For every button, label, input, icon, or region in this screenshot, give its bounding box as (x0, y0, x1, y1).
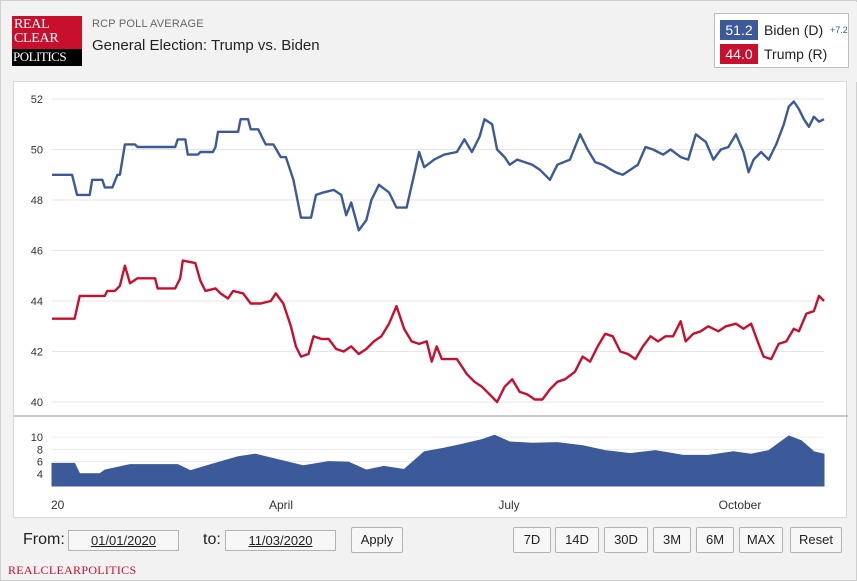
chart-title: General Election: Trump vs. Biden (92, 37, 320, 54)
range-max-button[interactable]: MAX (739, 527, 783, 553)
range-6m-button[interactable]: 6M (696, 527, 734, 553)
logo-bar (12, 49, 82, 66)
plot-area: 40 42 44 46 48 50 52 4 6 8 10 20 April July October (13, 81, 848, 518)
range-7d-button[interactable]: 7D (513, 527, 551, 553)
footer-brand: REALCLEARPOLITICS (8, 563, 137, 577)
series-line-biden (52, 100, 825, 232)
range-14d-button[interactable]: 14D (555, 527, 599, 553)
legend-spread: +7.2 (830, 25, 848, 35)
navigator-area (51, 434, 825, 487)
y-tick-label: 44 (31, 296, 43, 308)
y-tick-label: 52 (31, 94, 43, 106)
navigator-y-tick-label: 6 (37, 457, 43, 469)
date-range-controls: From: 01/01/2020 to: 11/03/2020 Apply 7D… (13, 522, 847, 558)
range-3m-button[interactable]: 3M (653, 527, 691, 553)
range-30d-button[interactable]: 30D (604, 527, 648, 553)
legend-name-trump: Trump (R) (764, 46, 828, 62)
from-label: From: (23, 531, 65, 548)
y-tick-label: 40 (31, 397, 43, 409)
y-tick-label: 50 (31, 145, 43, 157)
logo-word-3: POLITICS (13, 49, 67, 64)
reset-button[interactable]: Reset (790, 527, 842, 553)
navigator-y-tick-label: 8 (37, 444, 43, 456)
rcp-logo: REAL CLEAR POLITICS (12, 16, 82, 66)
legend-value-trump: 44.0 (720, 44, 758, 64)
series-line-trump (52, 259, 825, 404)
to-label: to: (203, 531, 221, 548)
apply-button[interactable]: Apply (351, 527, 403, 553)
legend-name-biden: Biden (D) (764, 22, 824, 38)
legend-item-trump[interactable]: 44.0 Trump (R) (720, 44, 848, 64)
y-tick-label: 46 (31, 246, 43, 258)
y-tick-label: 48 (31, 195, 43, 207)
from-date-input[interactable]: 01/01/2020 (68, 530, 179, 551)
logo-word-2: CLEAR (14, 31, 59, 46)
x-tick-label: October (719, 498, 762, 512)
navigator-y-tick-label: 10 (31, 432, 43, 444)
y-tick-label: 42 (31, 347, 43, 359)
x-tick-label: April (269, 498, 293, 512)
x-tick-label: July (498, 498, 519, 512)
navigator-y-tick-label: 4 (37, 469, 43, 481)
legend-value-biden: 51.2 (720, 20, 758, 40)
chart-legend: 51.2 Biden (D) +7.2 44.0 Trump (R) (714, 13, 849, 68)
x-tick-label: 20 (51, 498, 65, 512)
chart-header: REAL CLEAR POLITICS RCP POLL AVERAGE Gen… (2, 2, 857, 82)
legend-item-biden[interactable]: 51.2 Biden (D) +7.2 (720, 20, 848, 40)
logo-word-1: REAL (14, 17, 50, 32)
chart-kicker: RCP POLL AVERAGE (92, 18, 204, 30)
to-date-input[interactable]: 11/03/2020 (225, 530, 336, 551)
